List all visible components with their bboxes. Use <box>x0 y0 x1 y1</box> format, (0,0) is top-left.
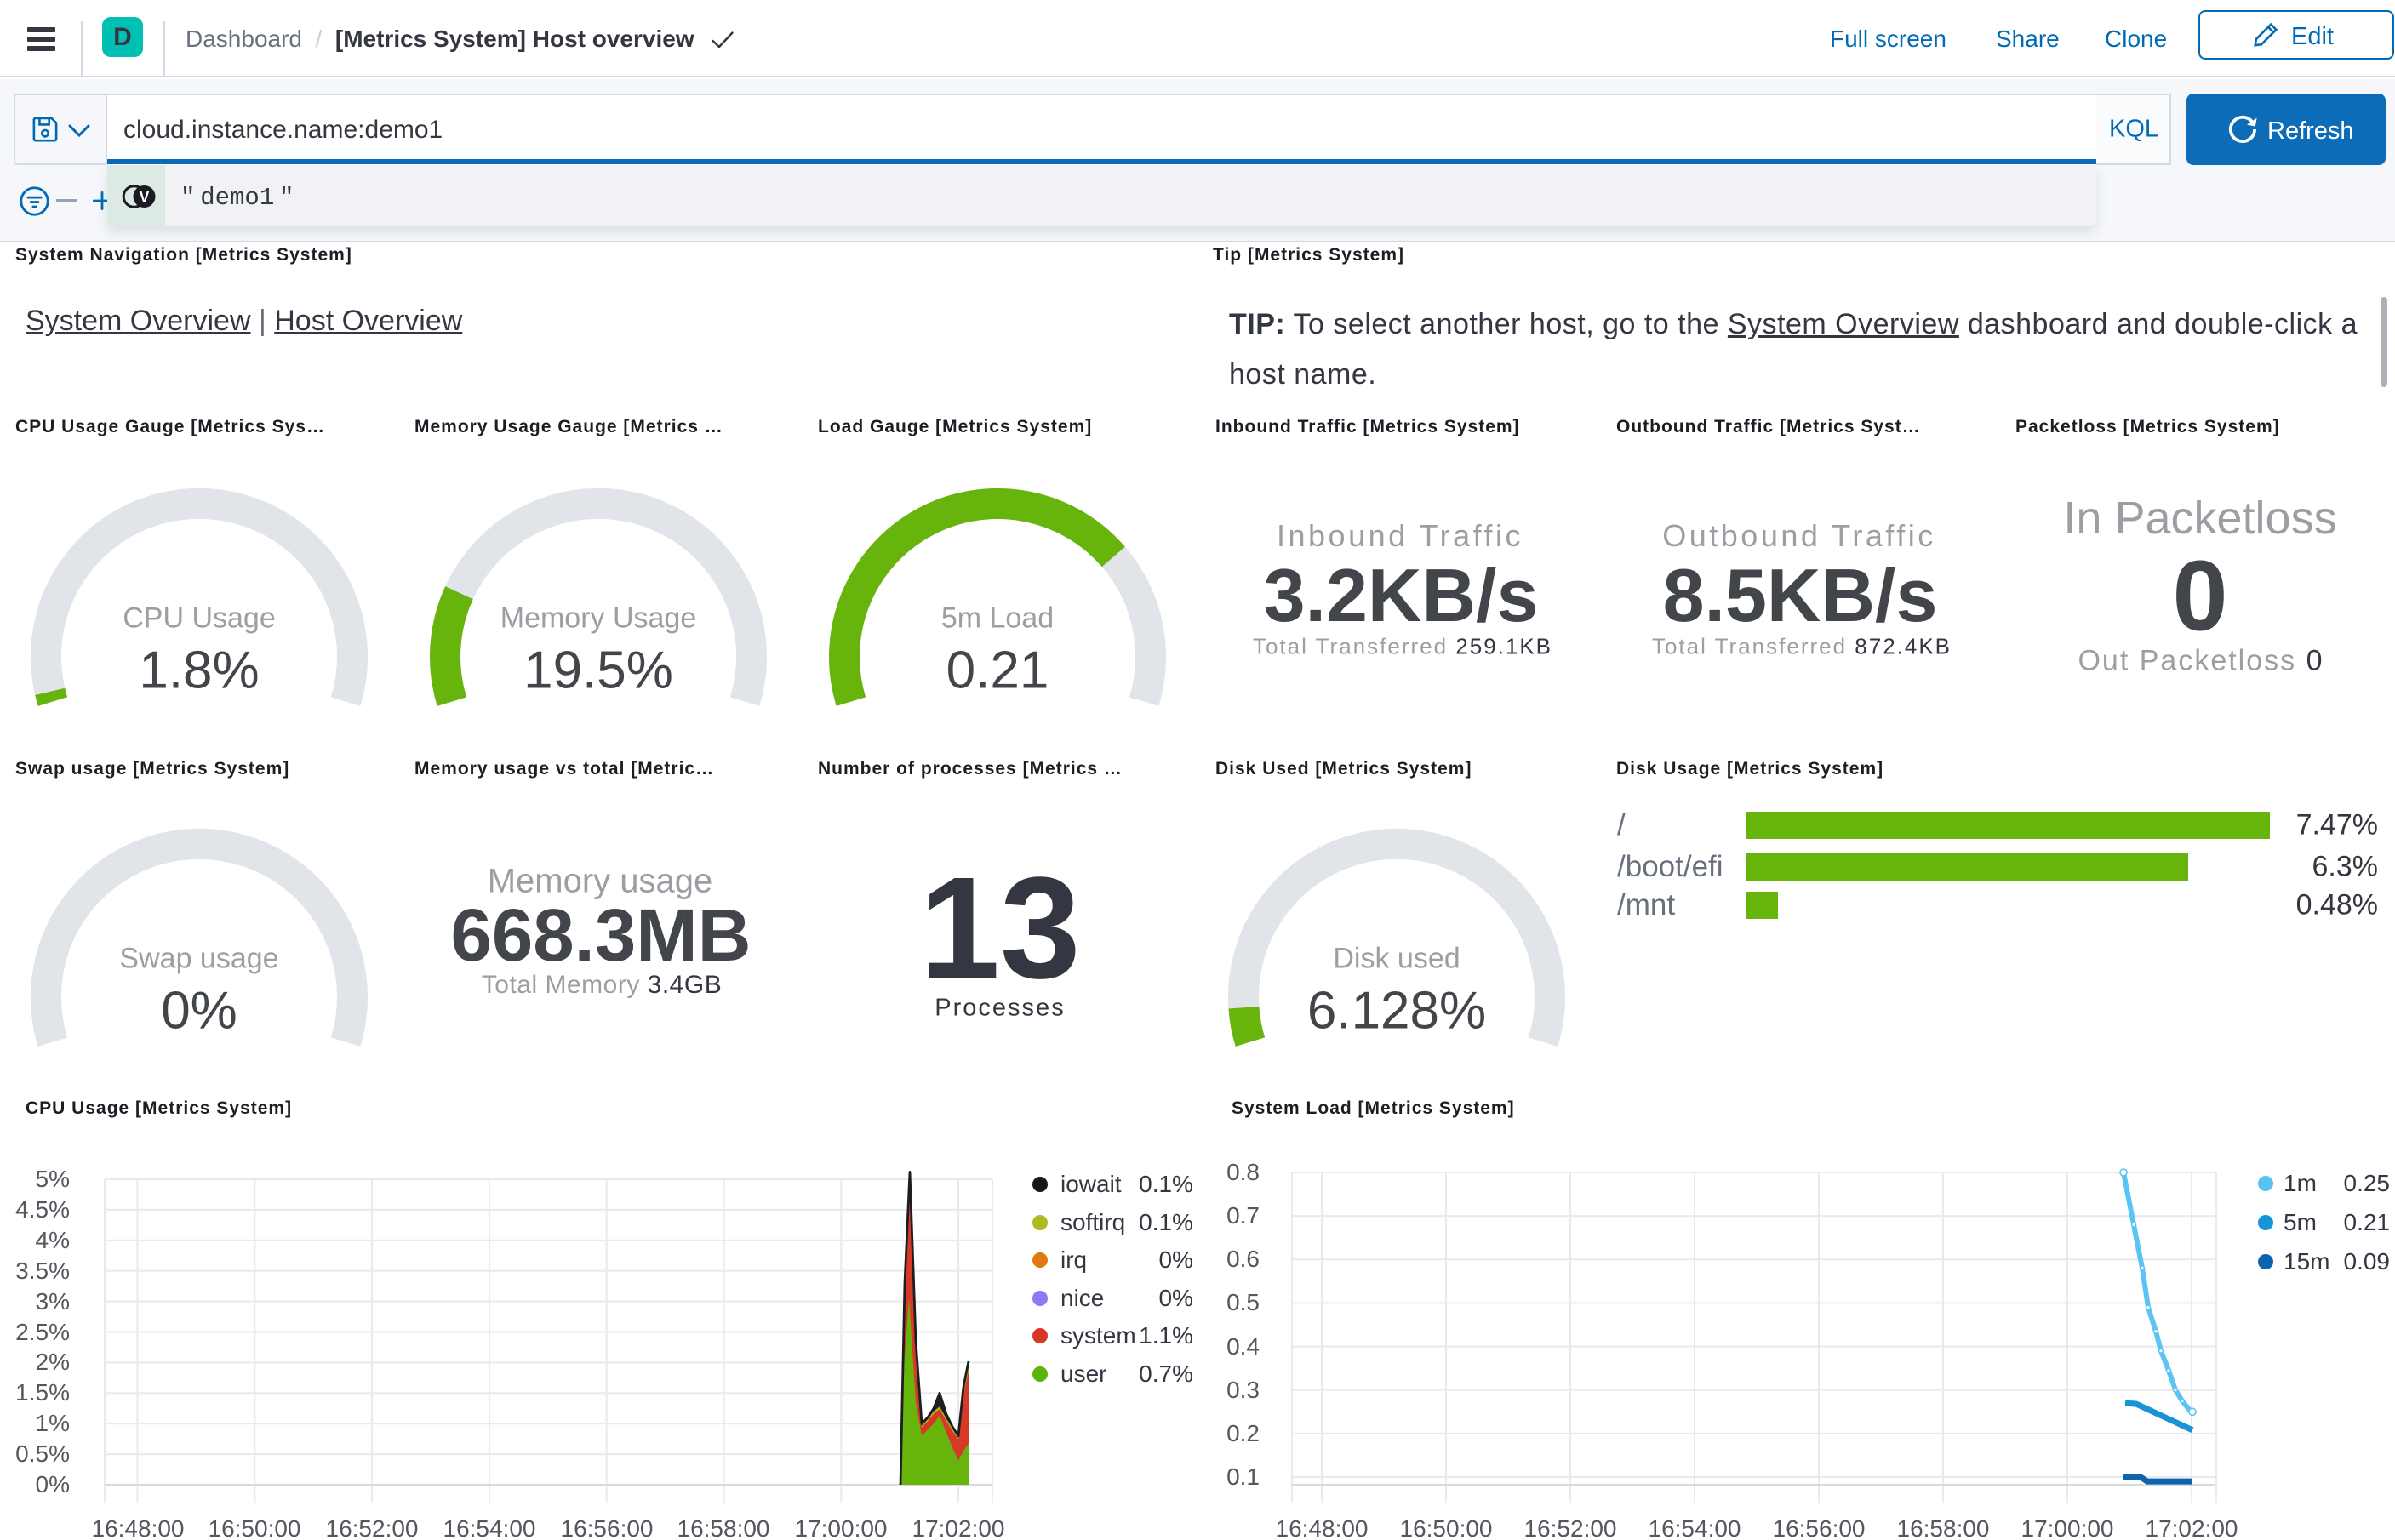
svg-text:V: V <box>139 189 149 206</box>
